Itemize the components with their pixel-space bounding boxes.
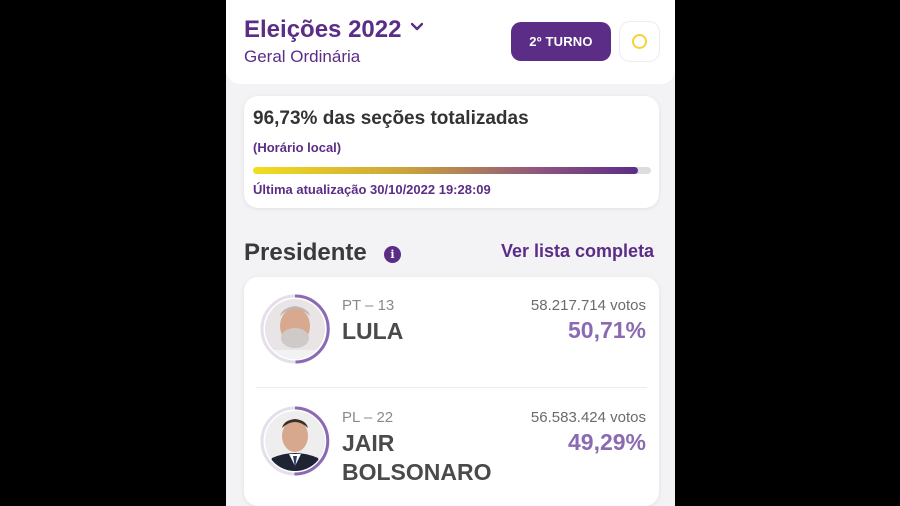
candidate-party: PL – 22 <box>342 409 394 426</box>
candidate-avatar-bolsonaro <box>260 406 330 476</box>
turno-button[interactable]: 2º TURNO <box>511 22 611 61</box>
candidate-votes: 56.583.424 votos <box>530 409 646 426</box>
candidate-name-line1: JAIR <box>342 430 395 456</box>
election-subtitle: Geral Ordinária <box>244 47 361 66</box>
candidate-percent: 49,29% <box>567 429 646 455</box>
candidate-votes: 58.217.714 votos <box>530 297 646 314</box>
header: Eleições 2022 Geral Ordinária 2º TURNO <box>226 0 675 84</box>
progress-bar <box>253 167 651 174</box>
chevron-down-icon <box>411 22 424 31</box>
candidate-party: PT – 13 <box>342 297 395 314</box>
sections-totalized: 96,73% das seções totalizadas <box>253 108 529 129</box>
ver-lista-completa-link[interactable]: Ver lista completa <box>501 241 655 261</box>
candidate-name-line2: BOLSONARO <box>342 459 492 485</box>
divider <box>256 387 647 388</box>
candidate-name: LULA <box>342 318 404 344</box>
local-time-label: (Horário local) <box>253 140 342 155</box>
section-title: Presidente <box>244 239 367 266</box>
info-icon[interactable]: i <box>384 246 401 263</box>
candidate-percent: 50,71% <box>567 317 646 343</box>
election-title: Eleições 2022 <box>244 16 402 43</box>
progress-card: 96,73% das seções totalizadas (Horário l… <box>244 96 659 208</box>
app-screen: Eleições 2022 Geral Ordinária 2º TURNO 9… <box>226 0 675 506</box>
candidate-row[interactable]: PL – 22 JAIR BOLSONARO 56.583.424 votos … <box>244 389 659 489</box>
theme-toggle-button[interactable] <box>620 22 659 61</box>
election-selector[interactable]: Eleições 2022 <box>244 16 424 44</box>
candidates-card: PT – 13 LULA 58.217.714 votos 50,71% <box>244 277 659 506</box>
sun-icon <box>632 34 647 49</box>
progress-bar-fill <box>253 167 638 174</box>
candidate-row[interactable]: PT – 13 LULA 58.217.714 votos 50,71% <box>244 277 659 377</box>
last-update: Última atualização 30/10/2022 19:28:09 <box>253 182 491 197</box>
candidate-avatar-lula <box>260 294 330 364</box>
